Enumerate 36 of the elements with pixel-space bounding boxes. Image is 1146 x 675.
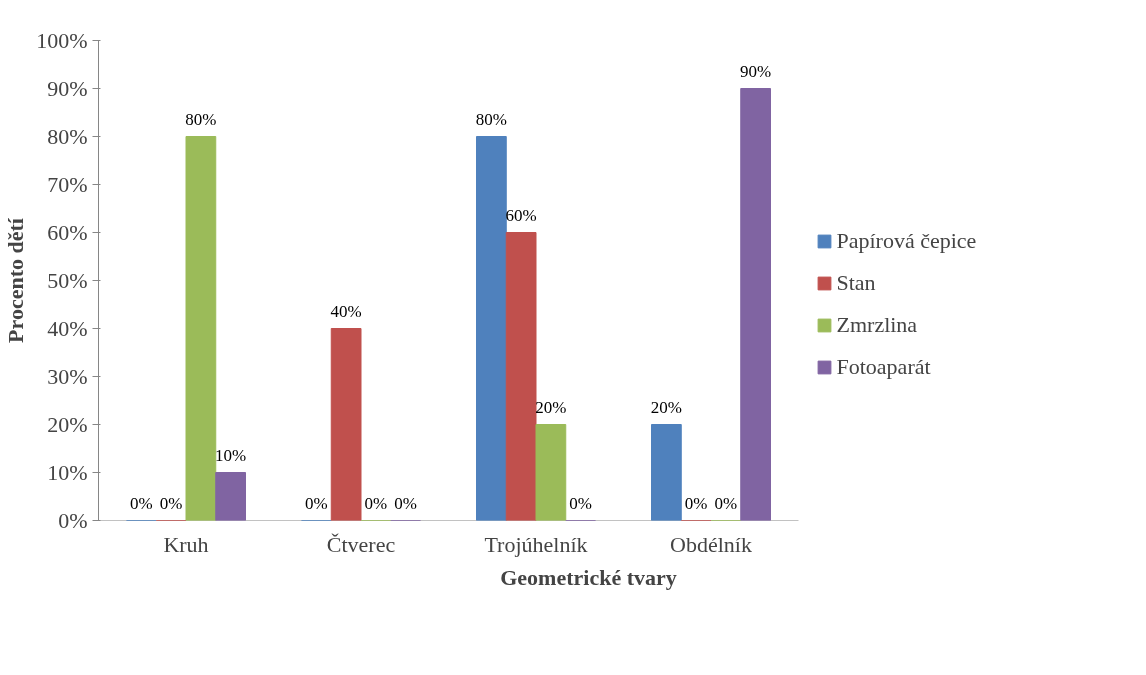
data-label: 0% [159,494,183,514]
legend-label: Zmrzlina [836,312,918,338]
x-tick-label: Obdélník [670,531,752,557]
data-label: 90% [740,62,772,82]
data-label: 20% [535,398,567,418]
y-tick-label: 20% [47,412,88,437]
y-tick-label: 70% [47,172,88,197]
y-tick-label: 80% [47,124,88,149]
data-label: 0% [305,494,328,514]
y-tick-label: 90% [47,76,88,101]
y-tick-label: 50% [47,268,88,293]
x-axis-title: Geometrické tvary [500,564,677,590]
data-label: 0% [714,494,738,514]
data-label: 0% [394,494,417,514]
legend-label: Fotoaparát [836,354,931,380]
y-tick-label: 60% [47,220,88,245]
data-label: 80% [475,110,507,130]
data-label: 0% [684,494,708,514]
y-tick-label: 30% [47,364,88,389]
x-tick-label: Čtverec [326,531,396,557]
y-tick-label: 100% [36,28,88,53]
data-label: 40% [330,302,362,322]
data-label: 10% [215,446,247,466]
y-tick-label: 0% [58,508,88,533]
y-tick-label: 40% [47,316,88,341]
y-axis-title: Procento dětí [3,217,29,343]
data-label: 0% [130,494,153,514]
legend-label: Papírová čepice [836,228,977,254]
y-tick-label: 10% [47,460,88,485]
legend-label: Stan [836,270,876,296]
x-tick-label: Trojúhelník [484,531,588,557]
data-label: 0% [569,494,592,514]
data-label: 20% [650,398,682,418]
x-tick-label: Kruh [163,531,209,557]
data-label: 80% [185,110,217,130]
data-label: 0% [364,494,388,514]
